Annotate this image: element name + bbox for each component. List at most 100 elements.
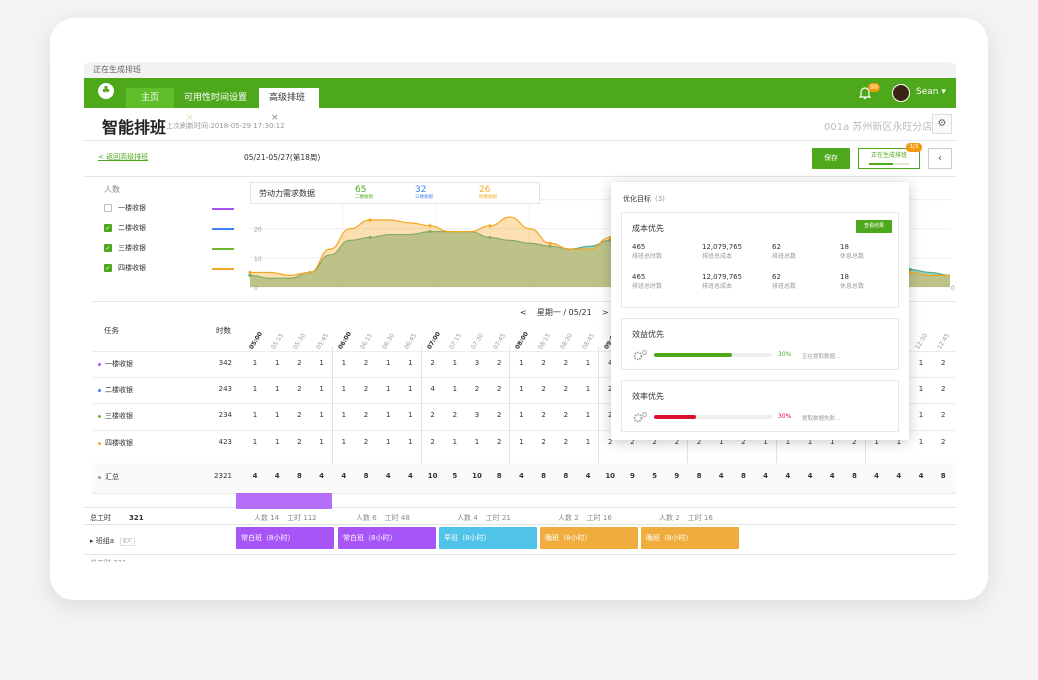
shift-block[interactable]: 早班（8小时） — [439, 527, 537, 549]
grid-cell[interactable]: 2 — [940, 385, 946, 393]
task-row-label[interactable]: 四楼收银 — [98, 438, 133, 448]
grid-cell[interactable]: 2 — [297, 359, 302, 367]
shift-block-partial[interactable] — [236, 493, 332, 509]
grid-cell[interactable]: 1 — [519, 411, 524, 419]
grid-cell[interactable]: 2 — [496, 359, 502, 367]
close-icon[interactable]: × — [271, 113, 279, 123]
grid-cell[interactable]: 1 — [408, 438, 413, 446]
grid-cell[interactable]: 2 — [630, 438, 635, 446]
tab-availability[interactable]: 可用性时间设置 × — [174, 88, 258, 123]
grid-cell[interactable]: 1 — [918, 359, 924, 367]
grid-cell[interactable]: 1 — [274, 438, 280, 446]
data-point[interactable] — [488, 224, 492, 228]
group-row[interactable]: ▸ 班组a 6人 — [90, 536, 136, 546]
grid-cell[interactable]: 1 — [341, 385, 347, 393]
grid-cell[interactable]: 1 — [385, 385, 391, 393]
data-point[interactable] — [608, 235, 612, 240]
grid-cell[interactable]: 2 — [674, 438, 680, 446]
collapse-button[interactable]: ‹ — [928, 148, 952, 169]
grid-cell[interactable]: 4 — [430, 385, 435, 393]
grid-cell[interactable]: 2 — [541, 359, 546, 367]
grid-cell[interactable]: 1 — [519, 385, 524, 393]
grid-cell[interactable]: 1 — [385, 438, 391, 446]
grid-cell[interactable]: 2 — [563, 411, 569, 419]
grid-cell[interactable]: 2 — [852, 438, 857, 446]
grid-cell[interactable]: 2 — [496, 438, 502, 446]
user-menu[interactable]: Sean ▾ — [916, 87, 946, 97]
grid-cell[interactable]: 1 — [341, 359, 347, 367]
grid-cell[interactable]: 1 — [718, 438, 724, 446]
data-point[interactable] — [908, 267, 912, 272]
grid-cell[interactable]: 2 — [430, 359, 435, 367]
grid-cell[interactable]: 3 — [474, 359, 480, 367]
grid-cell[interactable]: 1 — [585, 411, 591, 419]
shift-block[interactable]: 晚班（8小时） — [540, 527, 638, 549]
chevron-right-icon[interactable]: > — [601, 308, 609, 317]
view-result-button[interactable]: 查看结果 — [856, 220, 892, 233]
grid-cell[interactable]: 1 — [408, 359, 413, 367]
grid-cell[interactable]: 1 — [785, 438, 791, 446]
data-point[interactable] — [368, 235, 372, 240]
grid-cell[interactable]: 1 — [252, 385, 258, 393]
grid-cell[interactable]: 1 — [274, 359, 280, 367]
grid-cell[interactable]: 4 — [599, 359, 621, 367]
close-icon[interactable]: × — [186, 113, 194, 123]
grid-cell[interactable]: 2 — [563, 438, 569, 446]
data-point[interactable] — [248, 273, 252, 277]
grid-cell[interactable]: 2 — [430, 411, 435, 419]
tab-advanced-schedule[interactable]: 高级排班 × — [259, 88, 319, 123]
grid-cell[interactable]: 1 — [319, 438, 324, 446]
back-link[interactable]: < 返回高级排班 — [98, 153, 149, 161]
grid-cell[interactable]: 2 — [541, 438, 546, 446]
data-point[interactable] — [488, 235, 492, 240]
chevron-left-icon[interactable]: < — [520, 308, 527, 317]
checkbox[interactable]: ✓ — [104, 224, 112, 232]
grid-cell[interactable]: 2 — [474, 385, 480, 393]
grid-cell[interactable]: 1 — [585, 385, 591, 393]
grid-cell[interactable]: 1 — [319, 385, 324, 393]
grid-cell[interactable]: 1 — [274, 411, 280, 419]
grid-cell[interactable]: 2 — [940, 438, 946, 446]
grid-cell[interactable]: 2 — [563, 359, 569, 367]
data-point[interactable] — [908, 270, 912, 275]
checkbox[interactable] — [104, 204, 112, 212]
grid-cell[interactable]: 2 — [541, 411, 546, 419]
grid-cell[interactable]: 1 — [341, 438, 347, 446]
grid-cell[interactable]: 1 — [763, 438, 768, 446]
grid-cell[interactable]: 2 — [741, 438, 746, 446]
grid-cell[interactable]: 2 — [363, 359, 369, 367]
checkbox[interactable]: ✓ — [104, 264, 112, 272]
grid-cell[interactable]: 1 — [874, 438, 879, 446]
grid-cell[interactable]: 1 — [385, 411, 391, 419]
grid-cell[interactable]: 2 — [452, 411, 458, 419]
grid-cell[interactable]: 1 — [319, 359, 324, 367]
grid-cell[interactable]: 2 — [363, 385, 369, 393]
data-point[interactable] — [608, 238, 612, 242]
shift-block[interactable]: 常白班（8小时） — [236, 527, 334, 549]
grid-cell[interactable]: 2 — [563, 385, 569, 393]
grid-cell[interactable]: 2 — [297, 385, 302, 393]
grid-cell[interactable]: 1 — [274, 385, 280, 393]
grid-cell[interactable]: 1 — [408, 385, 413, 393]
grid-cell[interactable]: 1 — [452, 385, 458, 393]
grid-cell[interactable]: 1 — [385, 359, 391, 367]
shift-block[interactable]: 晚班（8小时） — [641, 527, 739, 549]
grid-cell[interactable]: 1 — [918, 385, 924, 393]
legend-item-floor3[interactable]: ✓ 三楼收银 — [104, 243, 146, 253]
tab-home[interactable]: 主页 — [126, 88, 174, 108]
grid-cell[interactable]: 2 — [652, 438, 657, 446]
grid-cell[interactable]: 1 — [896, 438, 902, 446]
grid-cell[interactable]: 1 — [452, 359, 458, 367]
grid-cell[interactable]: 2 — [541, 385, 546, 393]
grid-cell[interactable]: 1 — [252, 411, 258, 419]
grid-cell[interactable]: 2 — [496, 385, 502, 393]
data-point[interactable] — [308, 270, 312, 275]
grid-cell[interactable]: 1 — [519, 359, 524, 367]
data-point[interactable] — [548, 241, 552, 245]
grid-cell[interactable]: 2 — [297, 438, 302, 446]
grid-cell[interactable]: 2 — [940, 411, 946, 419]
grid-cell[interactable]: 2 — [430, 438, 435, 446]
grid-cell[interactable]: 3 — [474, 411, 480, 419]
grid-cell[interactable]: 1 — [585, 359, 591, 367]
data-point[interactable] — [428, 224, 432, 228]
